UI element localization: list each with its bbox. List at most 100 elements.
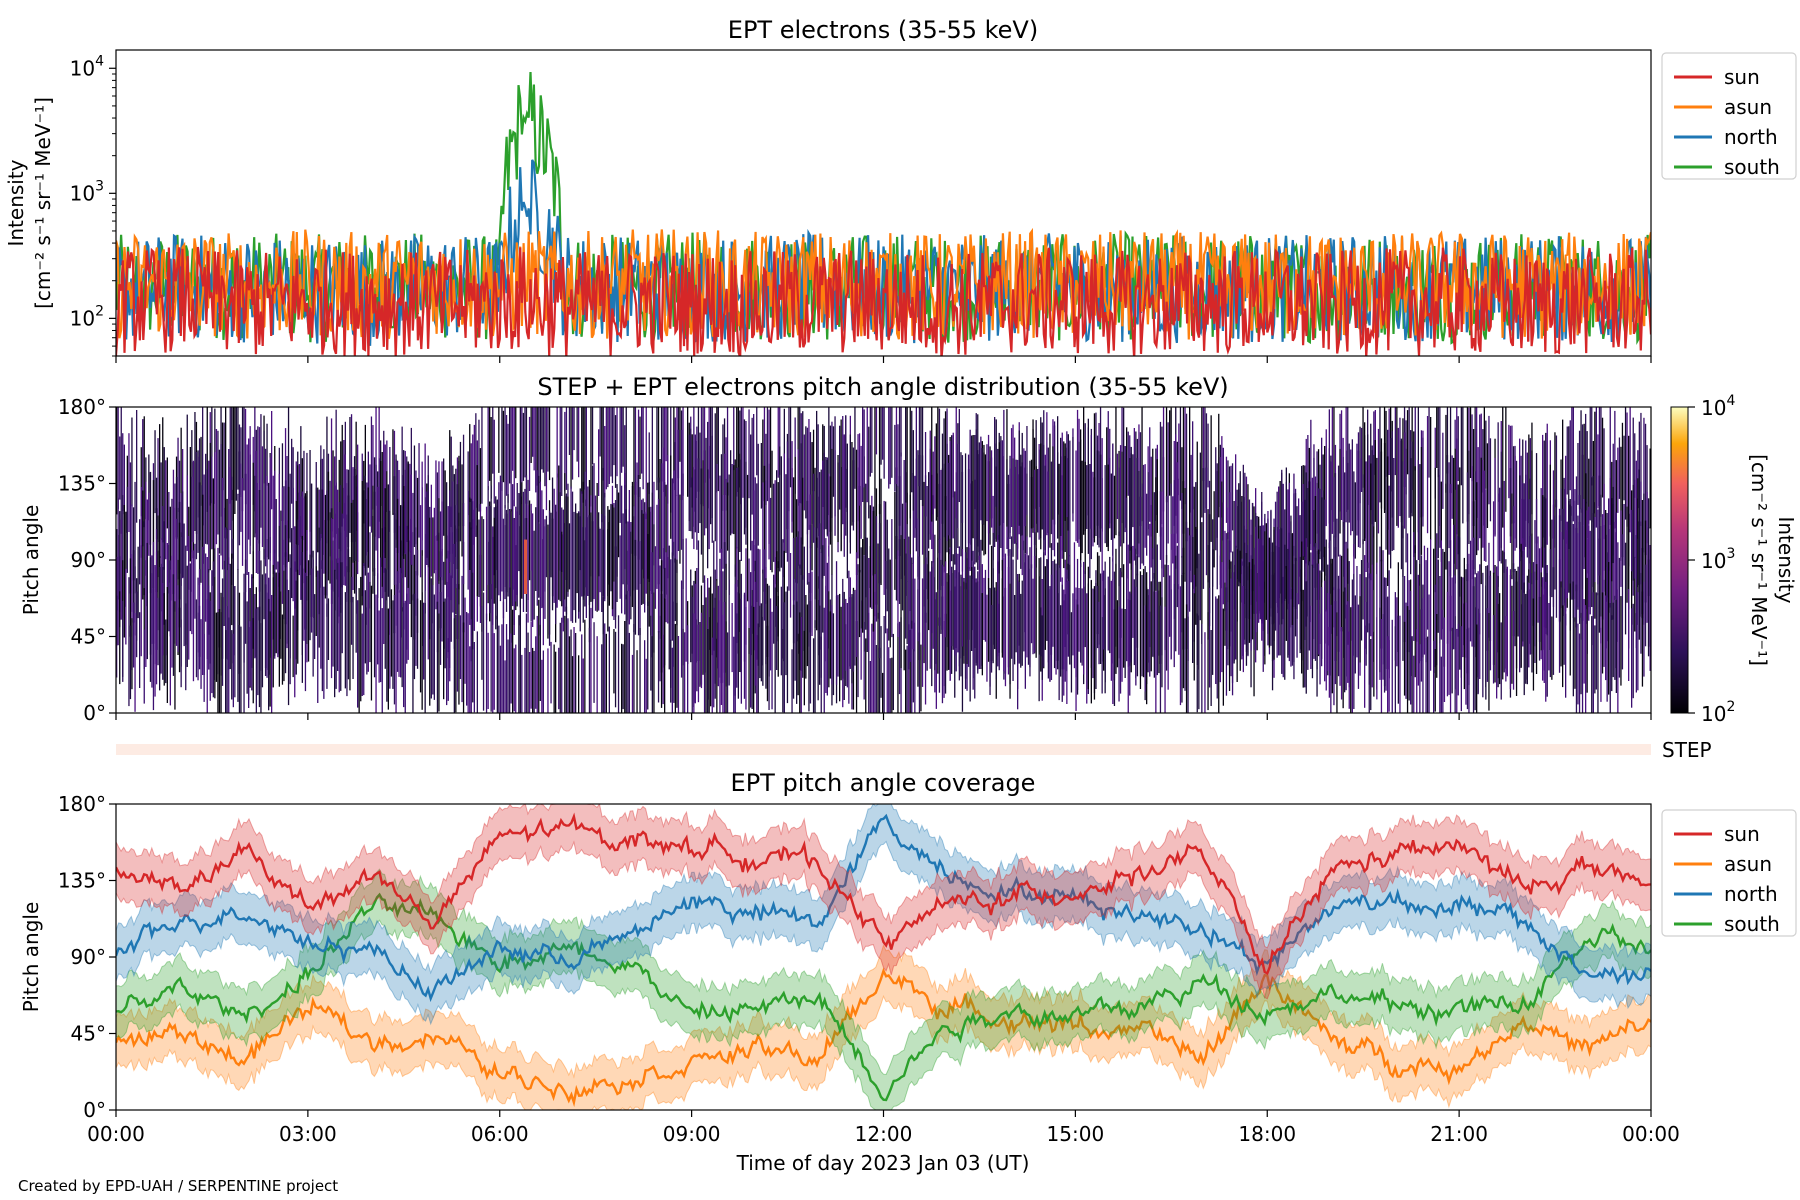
heatmap-column (149, 472, 152, 594)
heatmap-column (413, 445, 416, 547)
heatmap-column (1558, 559, 1561, 673)
heatmap-column (964, 453, 967, 590)
heatmap-column (1141, 407, 1143, 522)
heatmap-column (231, 407, 233, 501)
heatmap-column (1012, 559, 1014, 681)
heatmap-column (1317, 563, 1320, 655)
heatmap-column (272, 475, 274, 575)
heatmap-column (1173, 533, 1175, 619)
heatmap-column (490, 485, 492, 600)
heatmap-column (1247, 484, 1249, 581)
heatmap-column (1476, 624, 1478, 713)
heatmap-column (398, 470, 400, 583)
heatmap-column (852, 447, 855, 523)
heatmap-column (743, 419, 746, 535)
heatmap-column (280, 591, 282, 659)
heatmap-column (254, 594, 256, 659)
heatmap-column (799, 612, 801, 713)
heatmap-column (1331, 461, 1333, 534)
heatmap-column (1405, 602, 1407, 699)
heatmap-column (1477, 608, 1479, 695)
heatmap-column (1649, 545, 1651, 671)
heatmap-column (1574, 617, 1576, 689)
heatmap-column (1084, 570, 1086, 648)
heatmap-column (453, 474, 455, 564)
heatmap-column (1620, 596, 1622, 686)
heatmap-column (323, 586, 325, 699)
heatmap-column (304, 495, 307, 630)
heatmap-column (820, 469, 822, 553)
heatmap-column (742, 407, 744, 498)
heatmap-column (651, 407, 653, 507)
heatmap-column (530, 621, 532, 709)
heatmap-column (974, 479, 976, 565)
heatmap-column (1083, 561, 1085, 675)
heatmap-column (995, 419, 997, 507)
heatmap-column (1115, 407, 1117, 536)
heatmap-column (614, 415, 617, 488)
heatmap-column (1081, 588, 1083, 666)
heatmap-column (378, 458, 380, 522)
heatmap-column (1468, 450, 1470, 544)
heatmap-column (472, 434, 474, 529)
heatmap-column (1126, 530, 1128, 662)
heatmap-column (366, 482, 368, 556)
heatmap-column (1446, 591, 1449, 697)
heatmap-column (1279, 527, 1281, 656)
heatmap-column (1589, 407, 1591, 521)
heatmap-column (1239, 471, 1241, 584)
heatmap-column (1515, 581, 1518, 696)
heatmap-column (1184, 407, 1186, 505)
heatmap-column (711, 637, 713, 713)
heatmap-column (182, 491, 184, 578)
heatmap-column (763, 549, 766, 621)
heatmap-column (157, 597, 159, 666)
legend-label-sun: sun (1724, 65, 1760, 89)
heatmap-column (837, 594, 839, 677)
heatmap-column (1598, 407, 1601, 507)
heatmap-column (657, 631, 660, 703)
heatmap-column (406, 456, 408, 542)
heatmap-column (1594, 625, 1596, 694)
heatmap-column (1023, 448, 1025, 551)
heatmap-column (998, 442, 1000, 574)
heatmap-column (370, 585, 373, 701)
heatmap-column (759, 549, 761, 628)
heatmap-column (1268, 537, 1271, 648)
heatmap-column (528, 652, 531, 713)
heatmap-column (192, 460, 195, 543)
heatmap-column (1347, 548, 1349, 645)
heatmap-column (816, 477, 818, 548)
heatmap-column (303, 450, 305, 541)
heatmap-column (1377, 428, 1380, 534)
heatmap-column (1411, 636, 1413, 713)
heatmap-column (1578, 430, 1581, 510)
heatmap-column (872, 510, 875, 632)
heatmap-column (287, 590, 290, 706)
heatmap-column (843, 435, 845, 540)
heatmap-column (1302, 589, 1304, 688)
heatmap-column (180, 532, 182, 667)
heatmap-column (436, 472, 439, 541)
heatmap-column (1445, 414, 1447, 493)
heatmap-column (905, 553, 907, 639)
heatmap-column (321, 489, 323, 569)
heatmap-column (1646, 491, 1648, 623)
heatmap-column (1425, 637, 1427, 713)
heatmap-column (1595, 407, 1597, 528)
heatmap-column (143, 521, 145, 596)
heatmap-column (409, 463, 411, 552)
heatmap-column (811, 442, 813, 571)
heatmap-column (641, 510, 643, 605)
panel2-y-ticks: 180°135°90°45°0° (58, 395, 116, 725)
heatmap-column (785, 591, 787, 676)
heatmap-column (178, 607, 181, 673)
heatmap-column (1250, 555, 1252, 651)
heatmap-column (776, 606, 778, 670)
heatmap-column (1239, 550, 1241, 671)
heatmap-column (218, 449, 221, 554)
heatmap-column (1565, 498, 1567, 626)
heatmap-column (751, 540, 753, 634)
colorbar-tick-label: 104 (1701, 393, 1735, 420)
